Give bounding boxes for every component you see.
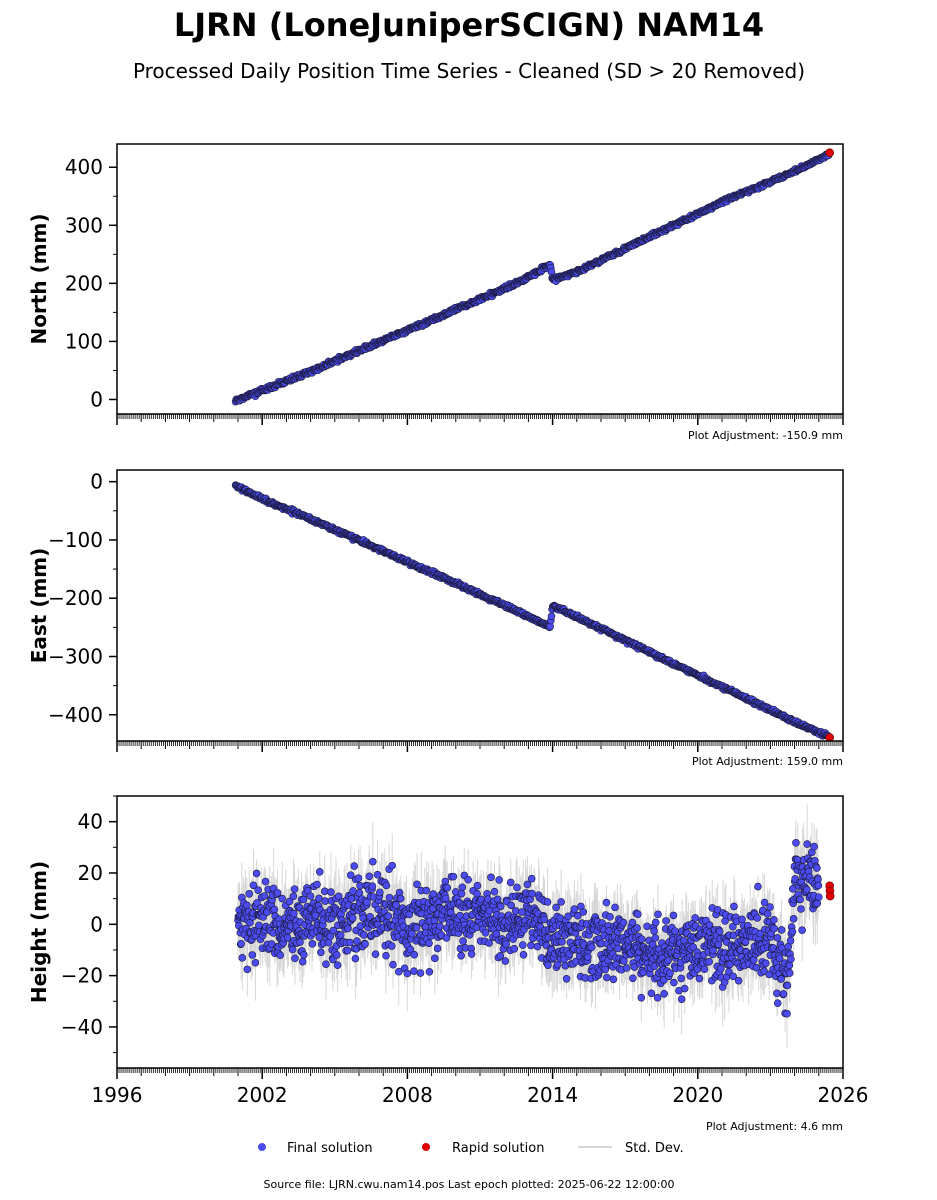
- y-tick-label: −100: [48, 528, 103, 552]
- plot-area: [231, 481, 834, 741]
- plot-adjustment-note: Plot Adjustment: -150.9 mm: [688, 429, 843, 442]
- y-tick-label: −200: [48, 586, 103, 610]
- axes-frame: [116, 143, 844, 415]
- y-tick-label: −300: [48, 644, 103, 668]
- rapid-solution-point: [825, 148, 834, 158]
- plot-adjustment-note: Plot Adjustment: 159.0 mm: [692, 755, 843, 768]
- east-panel: 0 −100 −200 −300 −400 East (mm) Plot Adjustmen…: [27, 469, 844, 768]
- y-tick-label: 0: [90, 470, 103, 494]
- plot-area: [231, 148, 834, 406]
- y-tick-label: 0: [90, 387, 103, 411]
- y-tick-label: 300: [65, 213, 103, 237]
- rapid-solution-point: [825, 733, 834, 741]
- y-tick-label: 100: [65, 329, 103, 353]
- y-axis-label: North (mm): [27, 213, 51, 344]
- chart-title: LJRN (LoneJuniperSCIGN) NAM14: [174, 6, 764, 44]
- plot-area: [234, 804, 835, 1049]
- final-solution-point: [547, 612, 556, 621]
- y-tick-label: −400: [48, 703, 103, 727]
- north-panel: 0 100 200 300 400 North (mm) Plot Adjustment: …: [27, 143, 844, 442]
- final-solution-points: [231, 481, 833, 741]
- y-tick-label: 400: [65, 155, 103, 179]
- y-axis-label: East (mm): [27, 548, 51, 664]
- chart-subtitle: Processed Daily Position Time Series - C…: [133, 59, 805, 83]
- axes-frame: [116, 469, 844, 742]
- y-tick-label: 200: [65, 271, 103, 295]
- final-solution-points: [231, 150, 833, 406]
